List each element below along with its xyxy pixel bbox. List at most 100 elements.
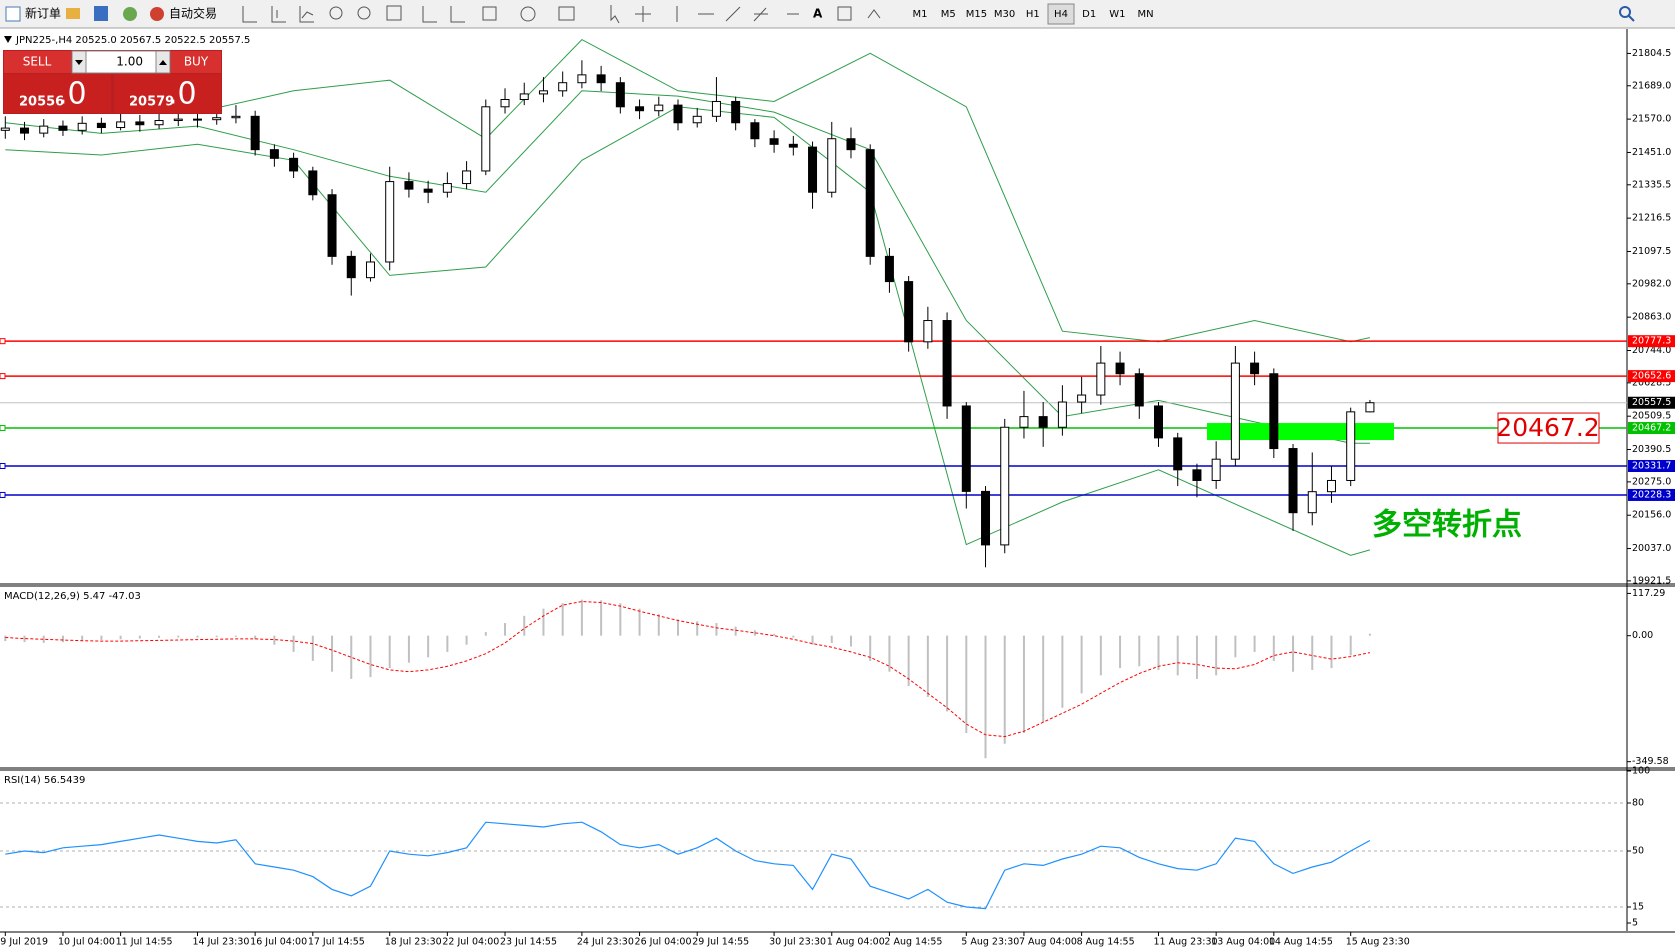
candle-body: [173, 118, 183, 122]
search-icon[interactable]: [1619, 6, 1631, 18]
cursor-tool[interactable]: [610, 5, 620, 24]
text-label-tool[interactable]: [837, 6, 852, 21]
candle-body: [673, 104, 683, 124]
level-tag: [1628, 488, 1675, 501]
sell-price-box[interactable]: [4, 74, 111, 113]
candle-body: [308, 170, 318, 196]
buy-button[interactable]: [171, 51, 221, 73]
candle-body: [193, 118, 202, 121]
line-chart-tool[interactable]: [299, 6, 314, 23]
x-tick-label: 26 Jul 04:00: [635, 937, 692, 948]
candle-body: [1250, 362, 1260, 375]
candle-body: [96, 122, 106, 129]
candle-body: [846, 138, 856, 151]
new-order-button[interactable]: 新订单: [25, 6, 61, 21]
tile-tool[interactable]: [386, 5, 402, 21]
candle-chart-tool[interactable]: [271, 6, 286, 23]
x-tick-label: 7 Aug 04:00: [1019, 937, 1077, 948]
timeframe-button[interactable]: H4: [1054, 9, 1068, 20]
x-tick-label: 11 Aug 23:30: [1154, 937, 1218, 948]
arrows-tool[interactable]: [867, 9, 881, 19]
ask-price-fraction: .0: [168, 77, 197, 112]
toolbar-icon[interactable]: [123, 7, 137, 21]
scroll-tool[interactable]: [422, 6, 437, 23]
toolbar-icon[interactable]: [66, 8, 80, 19]
indicators-tool[interactable]: [482, 6, 497, 21]
candle-body: [212, 117, 222, 121]
candle-body: [365, 261, 375, 279]
candle-body: [808, 146, 818, 193]
text-tool[interactable]: A: [813, 7, 823, 21]
level-tag-label: 20467.2: [1632, 423, 1671, 434]
level-tag-label: 20652.6: [1632, 371, 1671, 382]
candle-body: [1346, 411, 1356, 481]
x-tick-label: 14 Jul 23:30: [193, 937, 250, 948]
candle-body: [20, 127, 30, 134]
auto-trading-button[interactable]: 自动交易: [169, 6, 217, 21]
timeframe-button[interactable]: W1: [1109, 9, 1125, 20]
bollinger-upper: [5, 38, 1371, 343]
auto-trading-icon[interactable]: [150, 7, 164, 21]
candle-body: [750, 122, 760, 140]
periods-tool[interactable]: [520, 6, 536, 22]
bar-chart-tool[interactable]: [242, 6, 257, 23]
crosshair-tool[interactable]: [635, 6, 651, 22]
timeframe-button[interactable]: M30: [994, 9, 1015, 20]
timeframe-button[interactable]: MN: [1138, 9, 1154, 20]
y-tick-label: 20628.5: [1632, 377, 1671, 388]
candle-body: [1307, 491, 1317, 514]
y-tick-label: 50: [1632, 846, 1644, 857]
y-tick-label: 20509.5: [1632, 411, 1671, 422]
timeframe-button[interactable]: D1: [1082, 9, 1096, 20]
lots-down-arrow: [75, 60, 83, 65]
candle-body: [1038, 416, 1048, 428]
timeframe-button[interactable]: M15: [966, 9, 987, 20]
timeframe-button[interactable]: M1: [913, 9, 928, 20]
macd-title: MACD(12,26,9) 5.47 -47.03: [4, 591, 141, 602]
level-tag: [1628, 335, 1675, 348]
x-tick-label: 14 Aug 14:55: [1269, 937, 1333, 948]
sell-button[interactable]: [4, 51, 71, 73]
timeframe-button[interactable]: M5: [941, 9, 956, 20]
timeframe-button[interactable]: H1: [1026, 9, 1040, 20]
y-tick-label: 80: [1632, 798, 1644, 809]
sell-label[interactable]: SELL: [23, 55, 52, 69]
level-tag: [1628, 422, 1675, 435]
y-tick-label: 21570.0: [1632, 114, 1671, 125]
bid-price-fraction: .0: [58, 77, 87, 112]
candle-body: [769, 138, 779, 145]
candle-body: [654, 104, 664, 112]
candle-body: [1211, 458, 1221, 481]
lots-value[interactable]: 1.00: [116, 55, 143, 69]
level-tag: [1628, 459, 1675, 472]
templates-tool[interactable]: [558, 6, 575, 21]
candle-body: [635, 106, 645, 112]
y-tick-label: 20156.0: [1632, 510, 1671, 521]
pivot-box-label: 20467.2: [1496, 413, 1599, 442]
candle-body: [558, 82, 568, 92]
zoom-out-tool[interactable]: [357, 6, 371, 20]
candle-body: [1096, 362, 1106, 396]
buy-label[interactable]: BUY: [184, 55, 209, 69]
y-tick-label: 117.29: [1632, 588, 1665, 599]
candle-body: [1365, 402, 1375, 413]
candle-body: [538, 90, 548, 95]
level-tag-label: 20777.3: [1632, 336, 1671, 347]
x-tick-label: 1 Aug 04:00: [827, 937, 885, 948]
x-tick-label: 2 Aug 14:55: [884, 937, 942, 948]
channel-tool[interactable]: [753, 7, 768, 22]
candle-body: [135, 121, 145, 126]
candle-body: [596, 74, 606, 84]
rsi-line: [5, 821, 1371, 910]
candle-body: [442, 183, 452, 193]
toolbar-icon[interactable]: [94, 6, 108, 21]
y-tick-label: 20863.0: [1632, 312, 1671, 323]
trendline-tool[interactable]: [725, 6, 741, 22]
candle-body: [481, 106, 491, 172]
candle-body: [289, 157, 299, 172]
zoom-in-tool[interactable]: [329, 6, 343, 20]
buy-price-box[interactable]: [114, 74, 221, 113]
new-order-icon[interactable]: [5, 6, 21, 22]
candle-body: [250, 115, 260, 151]
shift-tool[interactable]: [450, 6, 465, 23]
